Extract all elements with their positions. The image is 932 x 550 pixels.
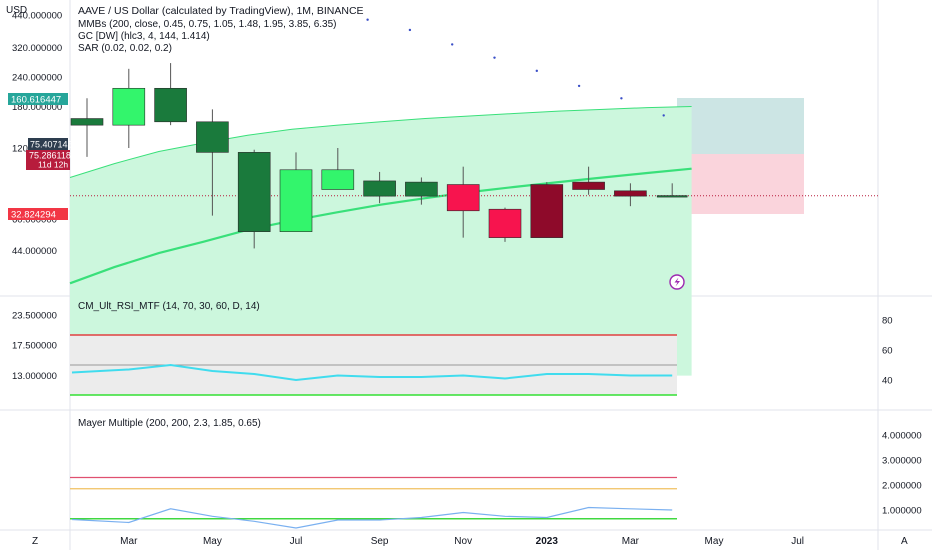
candle [363,171,396,204]
price-tick-label: 440.000000 [12,10,62,21]
lightning-icon[interactable] [669,274,685,290]
candle [614,183,647,207]
price-tag-band-upper: 160.616447 [8,93,68,106]
rsi-line [71,363,673,382]
candle-body [488,208,522,238]
rsi-tick-label: 40 [882,376,893,387]
time-tick-label: Jul [791,536,804,547]
candle [446,166,480,238]
time-tick-label: Nov [454,536,472,547]
candle [196,109,229,216]
candle-body [530,184,564,238]
gc-bands [69,106,878,376]
sar-dot [408,28,412,32]
sar-dot [451,43,454,46]
candle [488,207,522,242]
sar-dot [366,18,369,21]
price-tick-label: 23.500000 [12,310,57,321]
price-tick-label: 180.000000 [12,102,62,113]
candle-body [237,152,271,232]
svg-text:75.407145: 75.407145 [30,140,73,150]
time-tick-label: Mar [622,536,640,547]
candle [279,152,313,232]
candle-body [196,121,229,153]
svg-text:32.824294: 32.824294 [11,210,56,221]
candle [321,148,355,190]
candle-body [321,169,355,190]
mayer-tick-label: 4.000000 [882,431,922,442]
candle-body [656,195,688,198]
mayer-line [71,506,673,529]
time-tick-label: May [705,536,724,547]
countdown-label: 11d 12h [38,160,68,170]
price-tick-label: 320.000000 [12,43,62,54]
candle-body [112,87,146,126]
candle [530,182,564,238]
candle [237,149,271,249]
candle-body [70,118,104,126]
candle-body [279,169,313,232]
indicator-gc[interactable]: GC [DW] (hlc3, 4, 144, 1.414) [78,31,210,42]
rsi-pane [70,334,677,396]
candle [112,68,146,148]
chart-title[interactable]: AAVE / US Dollar (calculated by TradingV… [78,5,364,17]
price-tag-upper: 75.407145 [28,138,73,150]
sar-dot [577,84,581,88]
candle-body [572,181,605,190]
candle [405,177,438,205]
mayer-tick-label: 1.000000 [882,506,922,517]
price-tick-label: 240.000000 [12,73,62,84]
mayer-pane [70,476,677,529]
candle [656,183,688,198]
price-tag-current: 75.286118 11d 12h [26,150,71,170]
svg-text:160.616447: 160.616447 [11,95,61,106]
candle-body [614,190,647,197]
rsi-tick-label: 80 [882,316,893,327]
mayer-tick-label: 3.000000 [882,456,922,467]
candles [70,63,688,249]
candle [154,63,187,126]
price-tick-label: 13.000000 [12,371,57,382]
indicator-sar[interactable]: SAR (0.02, 0.02, 0.2) [78,43,172,54]
sar-dot [662,114,665,117]
mayer-tick-label: 2.000000 [882,481,922,492]
long-stop-box [677,154,804,214]
price-tick-label: 44.000000 [12,246,57,257]
timezone-z-button[interactable]: Z [32,536,38,547]
sar-dots [366,18,665,117]
band-upper-line [69,106,692,178]
rsi-tick-label: 60 [882,346,893,357]
candle-body [446,184,480,212]
time-tick-label: 2023 [536,536,559,547]
long-target-box [677,98,804,154]
sar-dot [493,56,496,59]
time-tick-label: Sep [371,536,389,547]
candle-body [154,87,187,123]
candle [70,98,104,157]
sar-dot [535,69,538,73]
svg-text:75.286118: 75.286118 [29,151,71,161]
time-tick-label: May [203,536,222,547]
price-tag-band-lower: 32.824294 [8,208,68,221]
time-axis[interactable]: Mar May Jul Sep Nov 2023 Mar May Jul [120,536,804,547]
band-mid-line [69,167,692,285]
auto-scale-button[interactable]: A [901,536,908,547]
candle-body [405,181,438,197]
band-fill [70,106,692,376]
currency-label: USD [6,5,27,16]
candle [572,166,605,195]
rsi-title[interactable]: CM_Ult_RSI_MTF (14, 70, 30, 60, D, 14) [78,301,260,312]
time-tick-label: Mar [120,536,138,547]
mayer-title[interactable]: Mayer Multiple (200, 200, 2.3, 1.85, 0.6… [78,418,261,429]
position-boxes [677,98,804,214]
sar-dot [620,97,623,100]
indicator-mmbs[interactable]: MMBs (200, close, 0.45, 0.75, 1.05, 1.48… [78,19,337,30]
candle-body [363,180,396,197]
time-tick-label: Jul [290,536,303,547]
price-tick-label: 17.500000 [12,341,57,352]
